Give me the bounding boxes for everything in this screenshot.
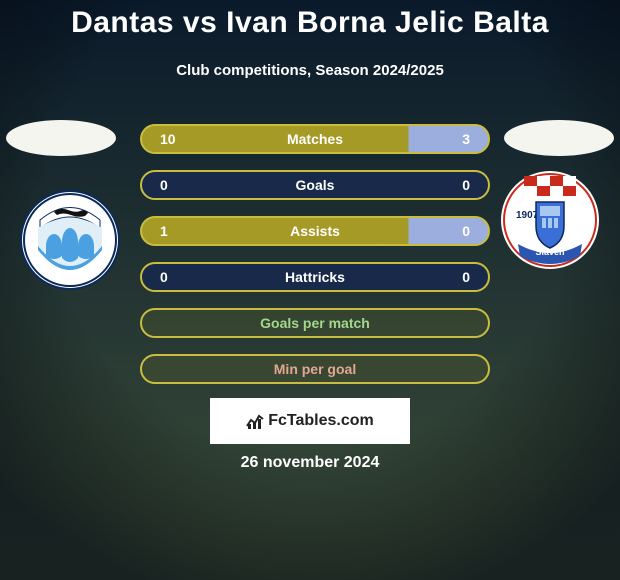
stat-row-matches: 10Matches3 [140, 124, 490, 154]
brand-prefix: Fc [268, 412, 287, 429]
brand-box: FcTables.com [210, 398, 410, 444]
plain-row-goals-per-match: Goals per match [140, 308, 490, 338]
stat-row-goals: 0Goals0 [140, 170, 490, 200]
stat-label: Goals [142, 177, 488, 193]
plain-row-label: Min per goal [274, 361, 356, 377]
club-logo-left [20, 190, 120, 290]
player-left-ellipse [6, 120, 116, 156]
plain-row-label: Goals per match [260, 315, 370, 331]
stat-label: Hattricks [142, 269, 488, 285]
stat-label: Assists [142, 223, 488, 239]
page-title: Dantas vs Ivan Borna Jelic Balta [0, 6, 620, 40]
stat-row-hattricks: 0Hattricks0 [140, 262, 490, 292]
stat-label: Matches [142, 131, 488, 147]
page-subtitle: Club competitions, Season 2024/2025 [0, 62, 620, 79]
brand-main: Tables.com [287, 412, 374, 429]
player-right-ellipse [504, 120, 614, 156]
club-logo-right: 1907 Slaven [500, 170, 600, 270]
plain-row-min-per-goal: Min per goal [140, 354, 490, 384]
club-right-name: Slaven [535, 247, 564, 257]
stat-row-assists: 1Assists0 [140, 216, 490, 246]
date-text: 26 november 2024 [0, 454, 620, 472]
chart-icon [246, 412, 266, 430]
